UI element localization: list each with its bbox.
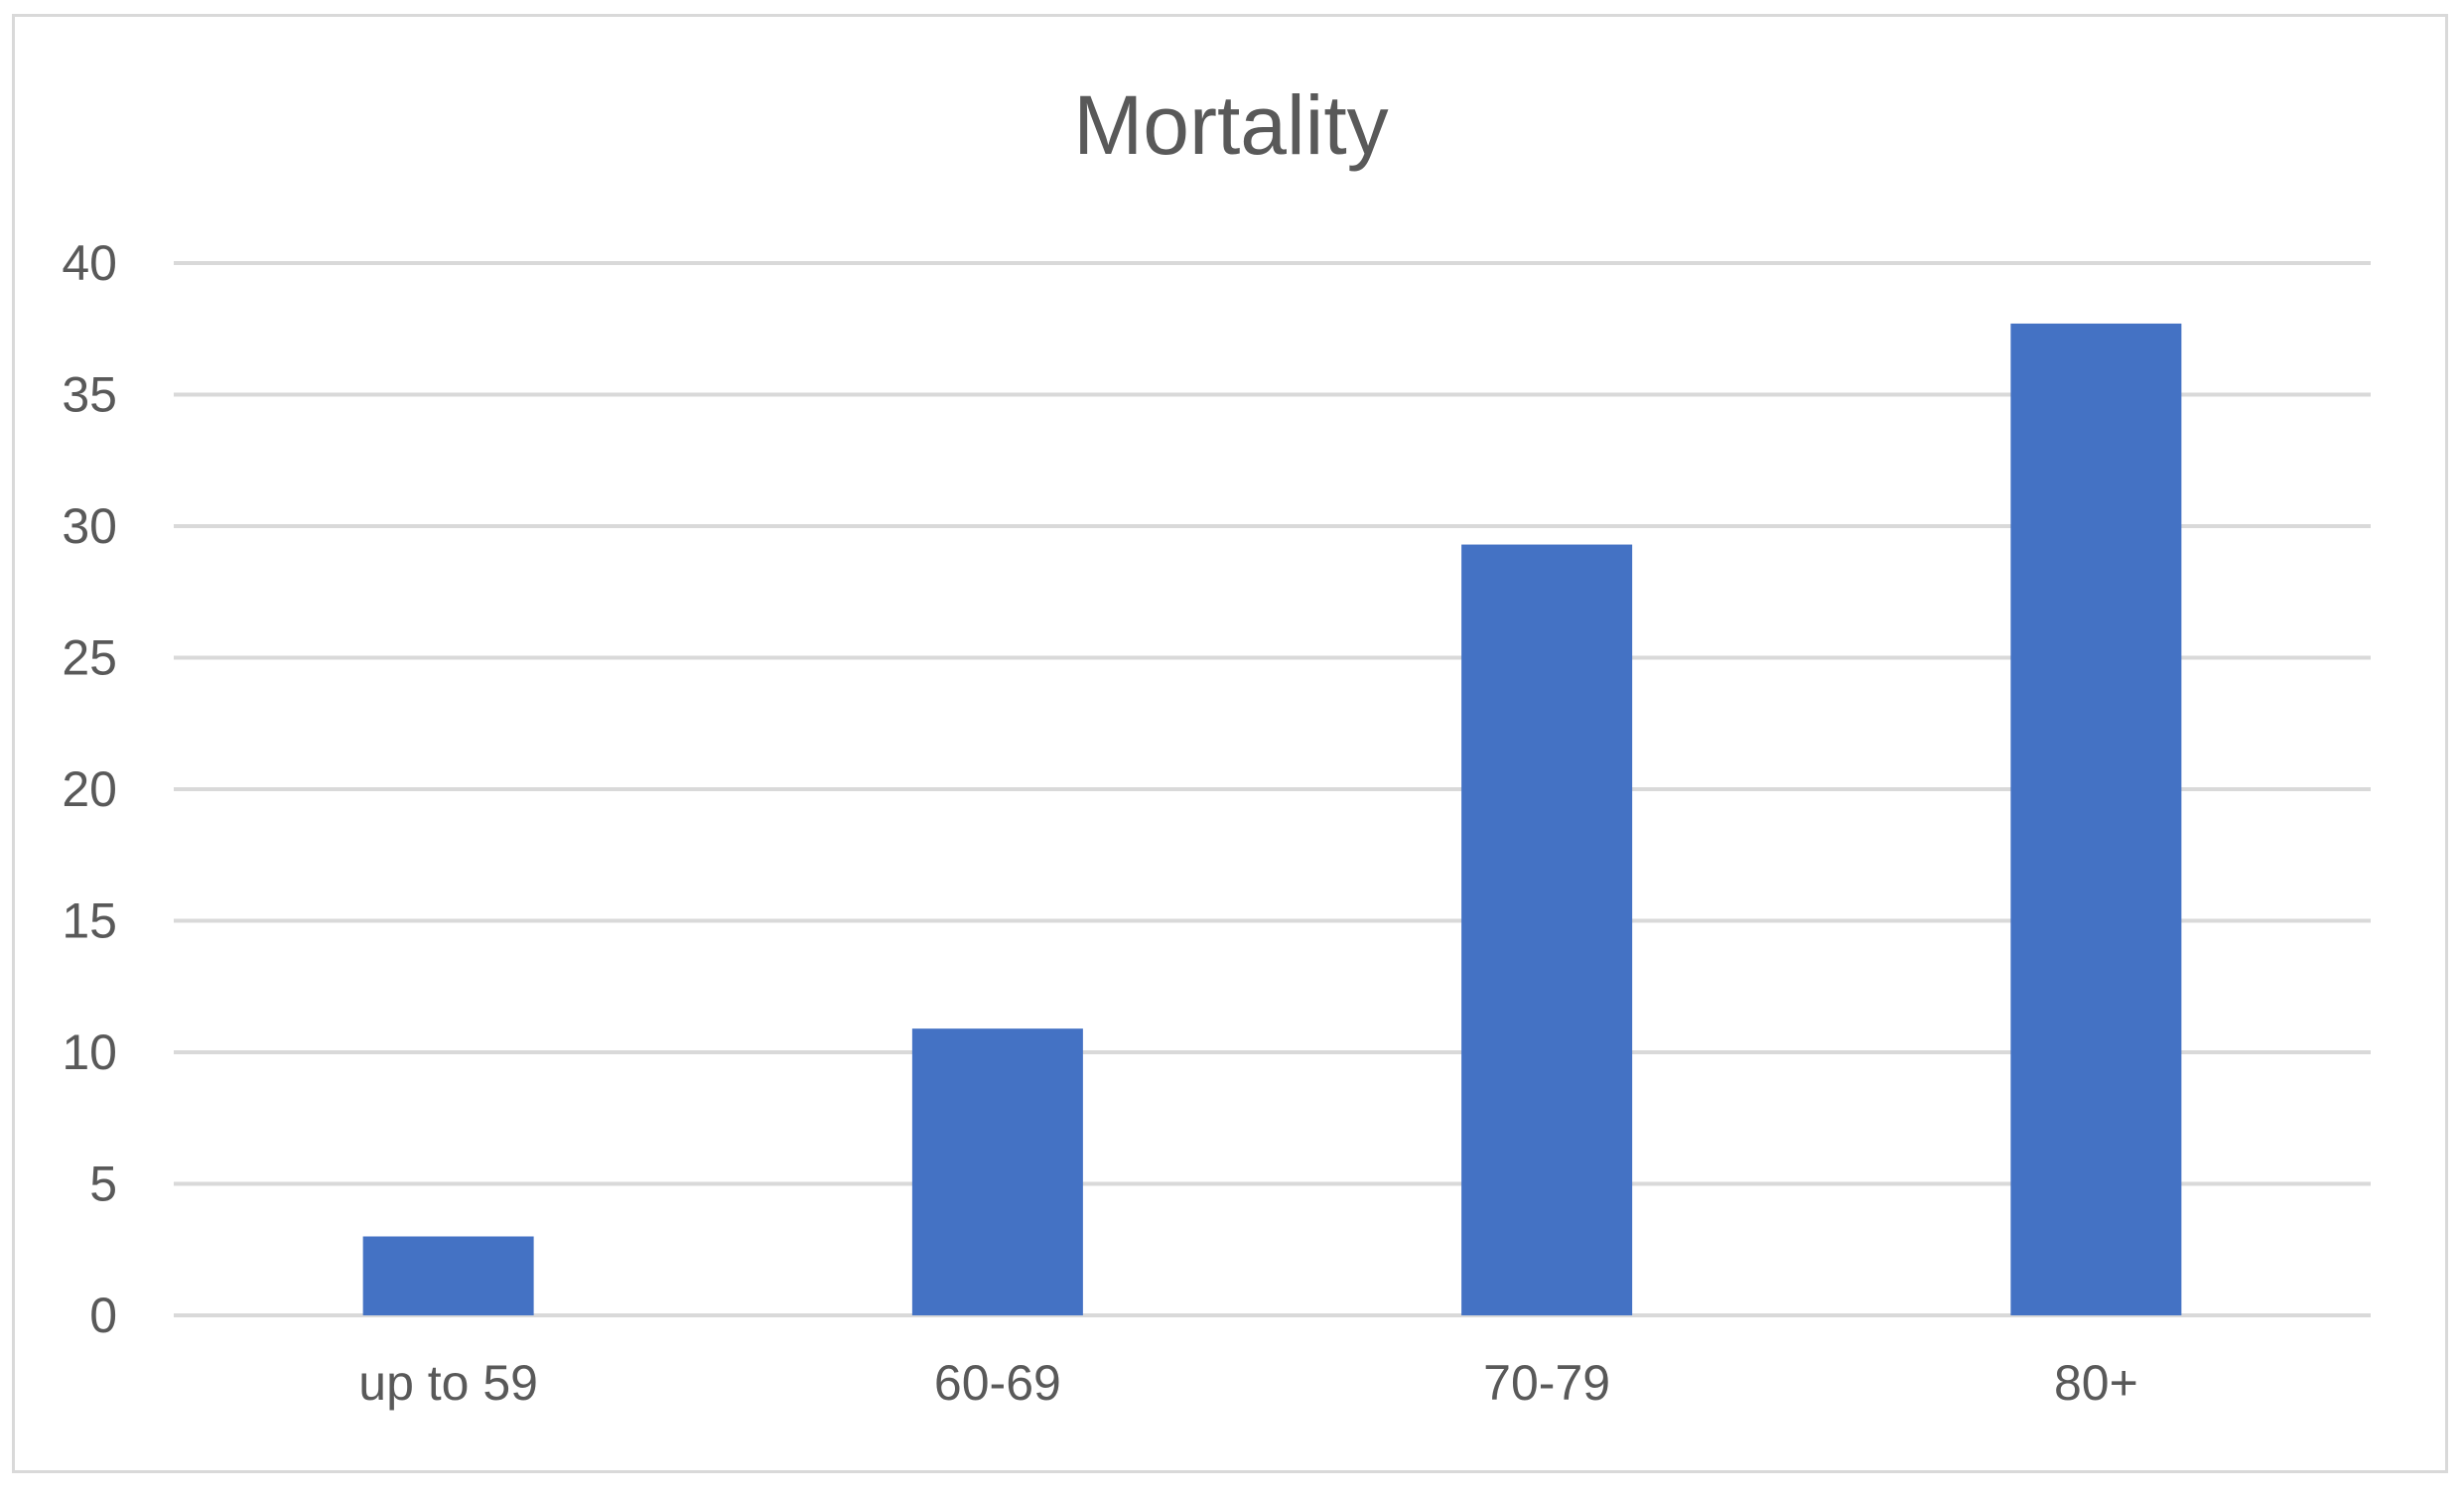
x-axis-tick-labels: up to 59 60-69 70-79 80+: [358, 1355, 2138, 1411]
chart-title: Mortality: [1073, 78, 1388, 172]
y-tick-label: 20: [62, 761, 117, 817]
y-tick-label: 15: [62, 893, 117, 949]
bar: [2010, 323, 2182, 1315]
y-tick-label: 25: [62, 630, 117, 686]
y-tick-label: 10: [62, 1024, 117, 1080]
y-tick-label: 35: [62, 367, 117, 423]
bar: [911, 1028, 1083, 1315]
x-tick-label: 60-69: [934, 1355, 1061, 1411]
y-tick-label: 40: [62, 235, 117, 291]
x-tick-label: 80+: [2054, 1355, 2138, 1411]
x-tick-label: 70-79: [1483, 1355, 1610, 1411]
gridlines: [174, 261, 2371, 1317]
y-axis-tick-labels: 0 5 10 15 20 25 30 35 40: [62, 235, 117, 1343]
bars: [362, 323, 2182, 1315]
y-tick-label: 0: [89, 1288, 117, 1343]
y-tick-label: 30: [62, 498, 117, 554]
y-tick-label: 5: [89, 1157, 117, 1212]
bar: [362, 1236, 534, 1315]
bar: [1461, 544, 1633, 1315]
x-tick-label: up to 59: [358, 1355, 538, 1411]
